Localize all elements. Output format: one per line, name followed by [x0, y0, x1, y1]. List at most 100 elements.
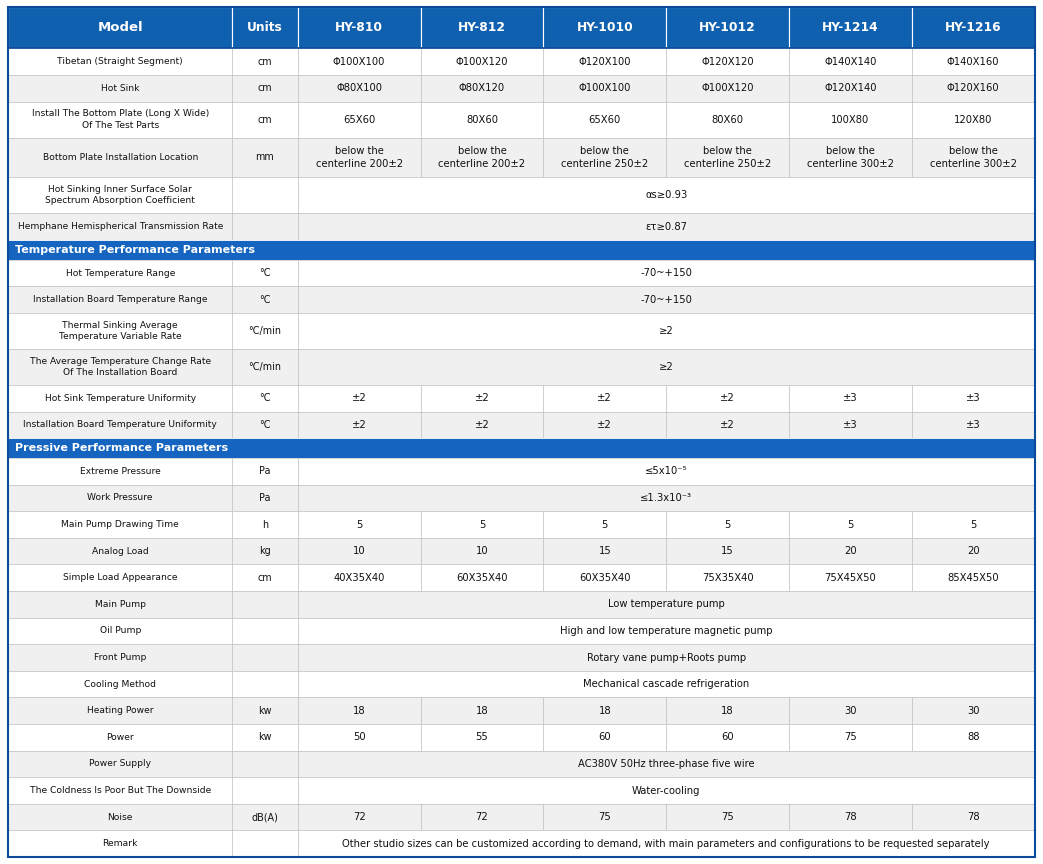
Text: 18: 18 [353, 706, 365, 715]
Bar [912, 724, 1035, 751]
Bar [543, 511, 666, 538]
Bar [420, 804, 543, 830]
Bar [666, 564, 789, 591]
Bar [233, 177, 297, 213]
Bar [8, 349, 233, 384]
Bar [233, 724, 297, 751]
Text: 78: 78 [967, 812, 979, 823]
Bar [297, 724, 420, 751]
Bar [233, 804, 297, 830]
Text: ≥2: ≥2 [659, 362, 674, 372]
Text: 75X35X40: 75X35X40 [702, 573, 753, 582]
Bar [789, 75, 912, 102]
Text: below the
centerline 300±2: below the centerline 300±2 [807, 146, 894, 168]
Bar [297, 287, 1035, 313]
Text: Main Pump: Main Pump [95, 600, 146, 609]
Text: ≤1.3x10⁻³: ≤1.3x10⁻³ [640, 493, 693, 503]
Text: Hemphane Hemispherical Transmission Rate: Hemphane Hemispherical Transmission Rate [18, 222, 223, 231]
Text: αs≥0.93: αs≥0.93 [645, 190, 687, 200]
Text: Pa: Pa [259, 493, 271, 503]
Text: 60X35X40: 60X35X40 [456, 573, 508, 582]
Text: ±2: ±2 [351, 393, 366, 403]
Text: ετ≥0.87: ετ≥0.87 [646, 222, 687, 232]
Bar [543, 538, 666, 564]
Bar [543, 804, 666, 830]
Bar [8, 618, 233, 645]
Bar [420, 511, 543, 538]
Bar [543, 7, 666, 48]
Bar [912, 697, 1035, 724]
Text: ±3: ±3 [843, 393, 857, 403]
Bar [233, 538, 297, 564]
Bar [912, 411, 1035, 438]
Bar [420, 697, 543, 724]
Bar [666, 7, 789, 48]
Text: Remark: Remark [102, 839, 138, 848]
Bar [8, 137, 233, 177]
Text: Mechanical cascade refrigeration: Mechanical cascade refrigeration [583, 679, 749, 689]
Bar [666, 137, 789, 177]
Bar [912, 137, 1035, 177]
Bar [543, 102, 666, 137]
Bar [233, 260, 297, 287]
Text: cm: cm [258, 115, 272, 124]
Text: ±2: ±2 [721, 393, 735, 403]
Bar [543, 564, 666, 591]
Bar [233, 48, 297, 75]
Text: Φ120X140: Φ120X140 [824, 83, 877, 93]
Text: ±3: ±3 [966, 420, 980, 429]
Text: 78: 78 [844, 812, 856, 823]
Bar [789, 7, 912, 48]
Bar [912, 538, 1035, 564]
Bar [233, 511, 297, 538]
Text: below the
centerline 300±2: below the centerline 300±2 [929, 146, 1017, 168]
Bar [8, 213, 233, 240]
Bar [8, 830, 233, 857]
Text: Water-cooling: Water-cooling [632, 785, 701, 796]
Bar [8, 7, 233, 48]
Text: 65X60: 65X60 [588, 115, 621, 124]
Bar [420, 384, 543, 411]
Bar [297, 670, 1035, 697]
Bar [789, 538, 912, 564]
Text: 5: 5 [970, 519, 976, 530]
Text: Φ100X100: Φ100X100 [579, 83, 631, 93]
Bar [420, 75, 543, 102]
Bar [420, 137, 543, 177]
Bar [8, 458, 233, 485]
Text: HY-810: HY-810 [335, 21, 383, 35]
Text: Noise: Noise [107, 813, 132, 822]
Bar [912, 511, 1035, 538]
Bar [297, 384, 420, 411]
Text: Low temperature pump: Low temperature pump [608, 600, 725, 609]
Text: Front Pump: Front Pump [94, 653, 146, 662]
Text: °C: °C [259, 268, 271, 278]
Bar [789, 564, 912, 591]
Bar [8, 485, 233, 511]
Text: HY-1216: HY-1216 [945, 21, 1001, 35]
Text: 60: 60 [722, 733, 734, 742]
Bar [233, 384, 297, 411]
Text: 100X80: 100X80 [831, 115, 870, 124]
Text: Installation Board Temperature Range: Installation Board Temperature Range [33, 295, 208, 304]
Bar [666, 102, 789, 137]
Text: Hot Sinking Inner Surface Solar
Spectrum Absorption Coefficient: Hot Sinking Inner Surface Solar Spectrum… [45, 185, 195, 206]
Text: kg: kg [259, 546, 271, 556]
Bar [297, 411, 420, 438]
Text: HY-812: HY-812 [458, 21, 506, 35]
Text: Simple Load Appearance: Simple Load Appearance [63, 574, 177, 582]
Text: °C: °C [259, 420, 271, 429]
Text: Φ120X160: Φ120X160 [947, 83, 999, 93]
Text: 120X80: 120X80 [954, 115, 993, 124]
Bar [543, 75, 666, 102]
Bar [233, 213, 297, 240]
Bar [233, 645, 297, 670]
Bar [8, 670, 233, 697]
Text: Analog Load: Analog Load [92, 547, 148, 556]
Text: Tibetan (Straight Segment): Tibetan (Straight Segment) [57, 57, 184, 67]
Text: The Coldness Is Poor But The Downside: The Coldness Is Poor But The Downside [29, 786, 211, 795]
Text: Pa: Pa [259, 467, 271, 476]
Text: 55: 55 [476, 733, 488, 742]
Bar [233, 618, 297, 645]
Text: 72: 72 [476, 812, 488, 823]
